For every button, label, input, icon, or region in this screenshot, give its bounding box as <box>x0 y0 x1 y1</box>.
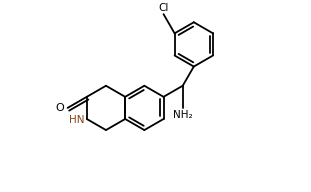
Text: NH₂: NH₂ <box>173 110 193 120</box>
Text: Cl: Cl <box>158 2 169 13</box>
Text: HN: HN <box>69 115 85 125</box>
Text: O: O <box>56 103 64 113</box>
